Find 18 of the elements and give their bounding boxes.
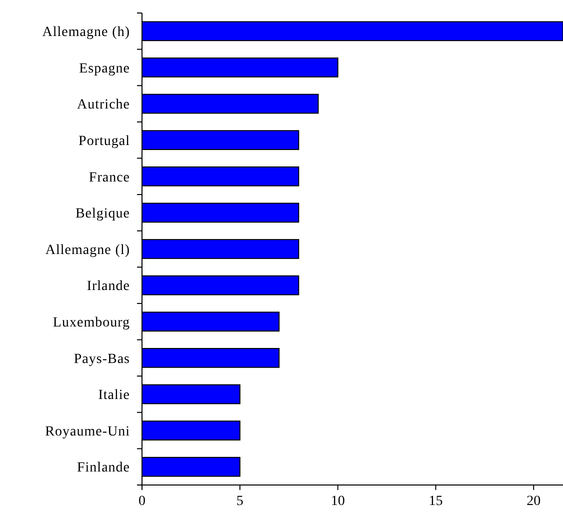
y-tick-label: Espagne: [79, 61, 130, 76]
y-tick-label: Luxembourg: [52, 316, 130, 331]
y-tick-label: Royaume-Uni: [45, 424, 130, 440]
x-tick-label: 20: [526, 494, 541, 509]
y-tick-label: Autriche: [77, 98, 130, 113]
x-tick-label: 15: [428, 494, 443, 509]
y-tick-label: Allemagne (l): [45, 242, 130, 258]
x-tick-label: 0: [138, 494, 146, 509]
y-tick-label: Finlande: [77, 460, 130, 476]
y-tick-label: Italie: [98, 388, 130, 404]
y-tick-label: Pays-Bas: [74, 352, 130, 367]
y-tick-label: Portugal: [78, 134, 130, 149]
y-tick-label: Allemagne (h): [42, 25, 130, 40]
x-tick-label: 10: [330, 494, 345, 509]
y-tick-label: Belgique: [75, 206, 130, 222]
x-tick-label: 5: [236, 494, 244, 509]
y-tick-label: France: [88, 170, 130, 186]
y-tick-label: Irlande: [86, 279, 130, 294]
